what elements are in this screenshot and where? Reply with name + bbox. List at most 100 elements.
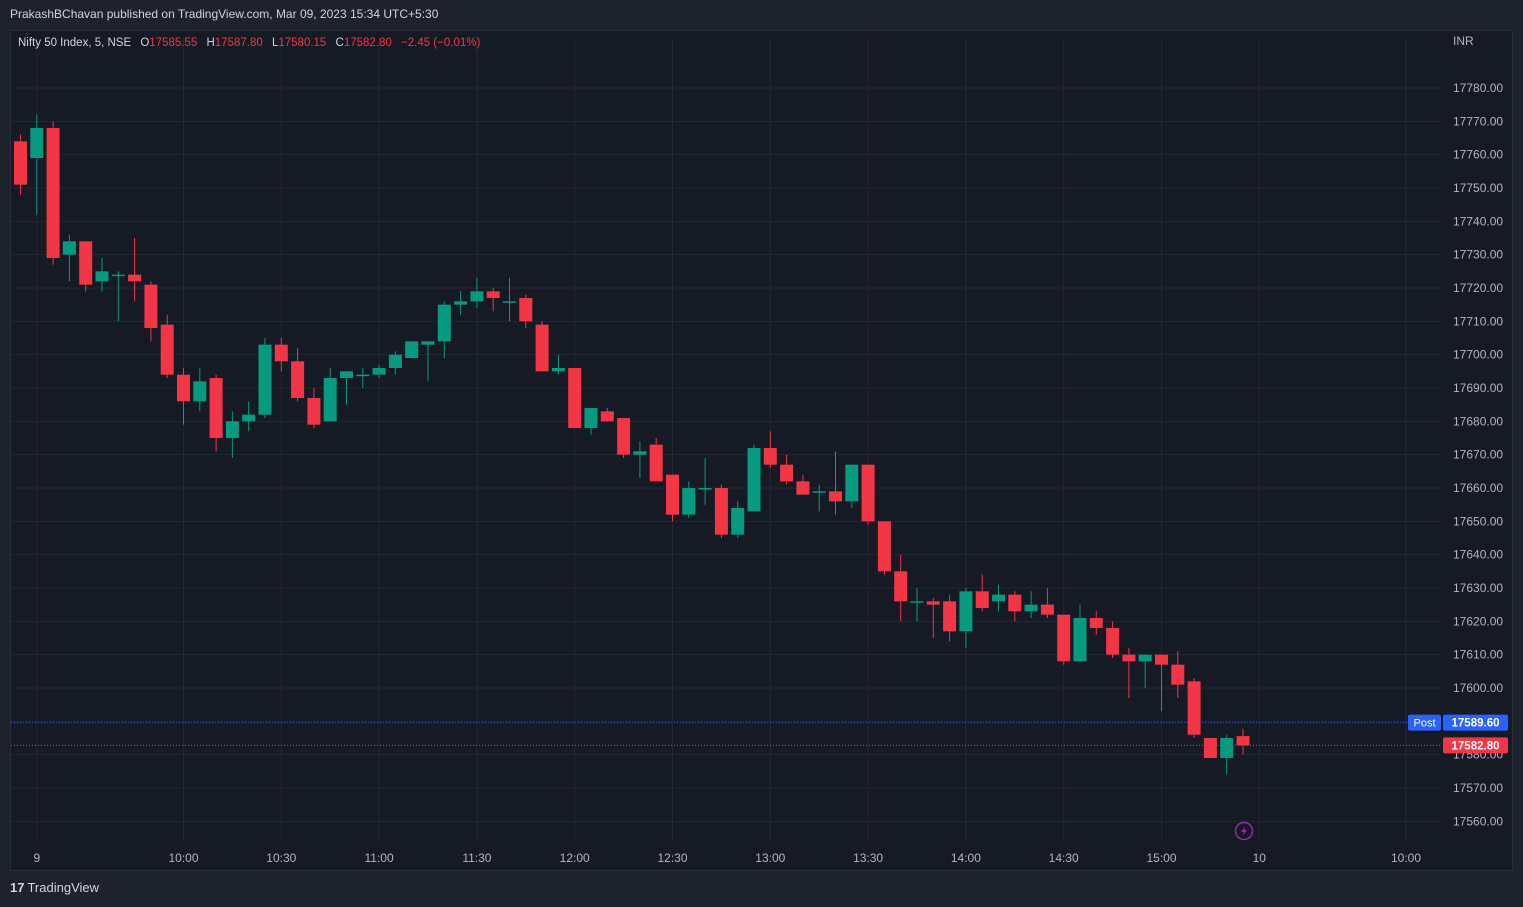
candle[interactable] [62,234,76,282]
candle[interactable] [340,371,353,405]
candle[interactable] [1236,728,1250,755]
candle[interactable] [877,521,891,575]
time-tick-label: 11:00 [365,851,394,865]
candle[interactable] [535,321,549,372]
candle[interactable] [633,441,647,478]
candle[interactable] [372,364,386,378]
chart-frame[interactable] [10,30,1513,871]
candle[interactable] [926,598,940,638]
candle-body [1171,664,1185,685]
post-value-box [1443,714,1508,731]
candle[interactable] [894,554,908,622]
time-axis[interactable]: 9 10:00 10:30 11:00 11:30 12:00 12:30 13:00 13:3… [33,851,1421,865]
candle[interactable] [1220,734,1234,775]
candle-body [910,601,924,603]
candle[interactable] [470,278,484,308]
candle[interactable] [14,134,27,195]
time-tick-label: 14:00 [951,851,981,865]
price-tick-label: 17650.00 [1453,514,1503,528]
candles[interactable] [14,114,1250,775]
open-value: 17585.55 [149,37,197,49]
candle[interactable] [1106,621,1120,658]
candle[interactable] [1057,614,1071,665]
price-tick-label: 17570.00 [1453,781,1503,795]
candle[interactable] [1187,678,1201,738]
candle[interactable] [291,348,305,402]
candle[interactable] [551,354,565,375]
candle[interactable] [796,474,810,495]
candle[interactable] [79,241,93,292]
candle[interactable] [714,484,728,538]
tradingview-logo-icon[interactable]: 17 [10,880,25,896]
candle[interactable] [307,388,321,428]
candle-body [46,128,60,258]
candle[interactable] [95,258,109,292]
candle[interactable] [274,338,288,372]
candle[interactable] [1203,738,1217,758]
candle[interactable] [959,588,973,648]
candle[interactable] [323,368,337,422]
candle[interactable] [503,278,516,322]
candle[interactable] [30,114,44,215]
candle[interactable] [519,294,533,328]
candle[interactable] [46,121,60,265]
price-tick-label: 17600.00 [1453,681,1503,695]
candle[interactable] [812,484,826,512]
candle[interactable] [209,374,223,452]
candle[interactable] [747,444,761,512]
candle[interactable] [1040,588,1054,618]
candle[interactable] [1122,648,1136,698]
candle-body [1138,654,1152,662]
candle[interactable] [731,501,745,538]
candle[interactable] [1138,654,1152,688]
candle[interactable] [437,301,451,358]
candle[interactable] [698,458,712,505]
candle-body [1106,628,1120,655]
lightning-icon[interactable] [1234,821,1254,841]
candle[interactable] [144,281,158,342]
candle[interactable] [975,574,989,612]
candle-body [242,414,256,422]
candle-body [1203,738,1217,758]
candle[interactable] [1024,591,1038,618]
candle[interactable] [910,588,924,622]
candle[interactable] [763,431,777,468]
candle[interactable] [193,368,207,412]
candle[interactable] [486,288,500,312]
candle[interactable] [111,271,125,322]
candle[interactable] [1155,654,1168,712]
candle[interactable] [1008,591,1022,622]
candle[interactable] [1073,604,1087,662]
candle[interactable] [258,338,272,418]
candle-body [323,378,337,422]
candle[interactable] [649,438,663,482]
candle[interactable] [1171,651,1185,698]
candle[interactable] [682,481,696,518]
candle[interactable] [128,238,142,302]
candle[interactable] [943,594,957,642]
candle[interactable] [388,351,402,375]
candle[interactable] [617,418,631,458]
candle[interactable] [454,291,468,315]
price-tick-label: 17770.00 [1453,114,1503,128]
candle[interactable] [861,464,875,525]
candle[interactable] [568,368,582,428]
candle[interactable] [992,584,1005,612]
candle[interactable] [845,464,859,508]
candle[interactable] [177,368,190,425]
candle[interactable] [584,408,598,435]
candle[interactable] [829,451,842,515]
candle[interactable] [225,411,239,458]
candle[interactable] [1089,611,1103,635]
brand-name[interactable]: TradingView [27,880,100,896]
candle[interactable] [600,408,614,422]
candle[interactable] [666,474,679,522]
candle[interactable] [421,341,435,382]
candle[interactable] [160,314,174,378]
candle[interactable] [405,341,419,358]
symbol-legend[interactable]: Nifty 50 Index, 5, NSE O17585.55 H17587.… [18,37,480,49]
candle[interactable] [242,401,256,432]
candle[interactable] [356,368,370,388]
candle[interactable] [780,454,794,485]
